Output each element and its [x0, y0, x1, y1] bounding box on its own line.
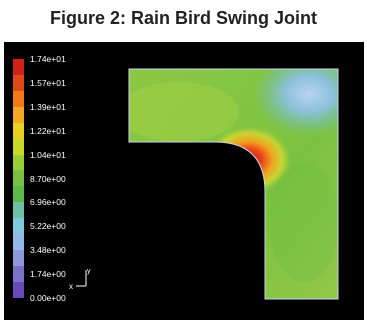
simulation-plot: 1.74e+01 1.57e+01 1.39e+01 1.22e+01 1.04e+01…: [4, 42, 364, 320]
color-scale-label: 6.96e+00: [30, 197, 66, 208]
color-scale-segment: [13, 265, 24, 282]
color-scale-segment: [13, 170, 24, 187]
color-scale-segment: [13, 250, 24, 266]
color-scale-segment: [13, 122, 24, 139]
color-scale-segment: [13, 138, 24, 155]
color-scale-segment: [13, 90, 24, 107]
x-axis-label: x: [69, 282, 73, 291]
color-scale-label: 3.48e+00: [30, 245, 66, 256]
color-scale-segment: [13, 281, 24, 298]
swing-joint-contour: [76, 68, 339, 300]
color-scale-label: 8.70e+00: [30, 173, 66, 184]
color-scale-label: 1.57e+01: [30, 77, 66, 88]
color-scale-segment: [13, 106, 24, 123]
figure-title: Figure 2: Rain Bird Swing Joint: [49, 8, 317, 28]
color-scale-bar: [13, 59, 24, 298]
color-scale-label: 1.04e+01: [30, 149, 66, 160]
y-axis-label: y: [87, 268, 91, 275]
color-scale-segment: [13, 154, 24, 171]
color-scale-label: 1.22e+01: [30, 125, 66, 136]
color-scale-segment: [13, 202, 24, 219]
color-scale-label: 1.74e+01: [30, 54, 66, 64]
color-scale-label: 0.00e+00: [30, 293, 66, 303]
color-scale-segment: [13, 186, 24, 203]
color-scale-label: 1.74e+00: [30, 269, 66, 280]
color-scale-segment: [13, 218, 24, 235]
color-scale-label: 5.22e+00: [30, 221, 66, 232]
color-scale-segment: [13, 74, 24, 91]
color-scale-label: 1.39e+01: [30, 101, 66, 112]
color-scale-segment: [13, 59, 24, 75]
color-scale-segment: [13, 234, 24, 251]
